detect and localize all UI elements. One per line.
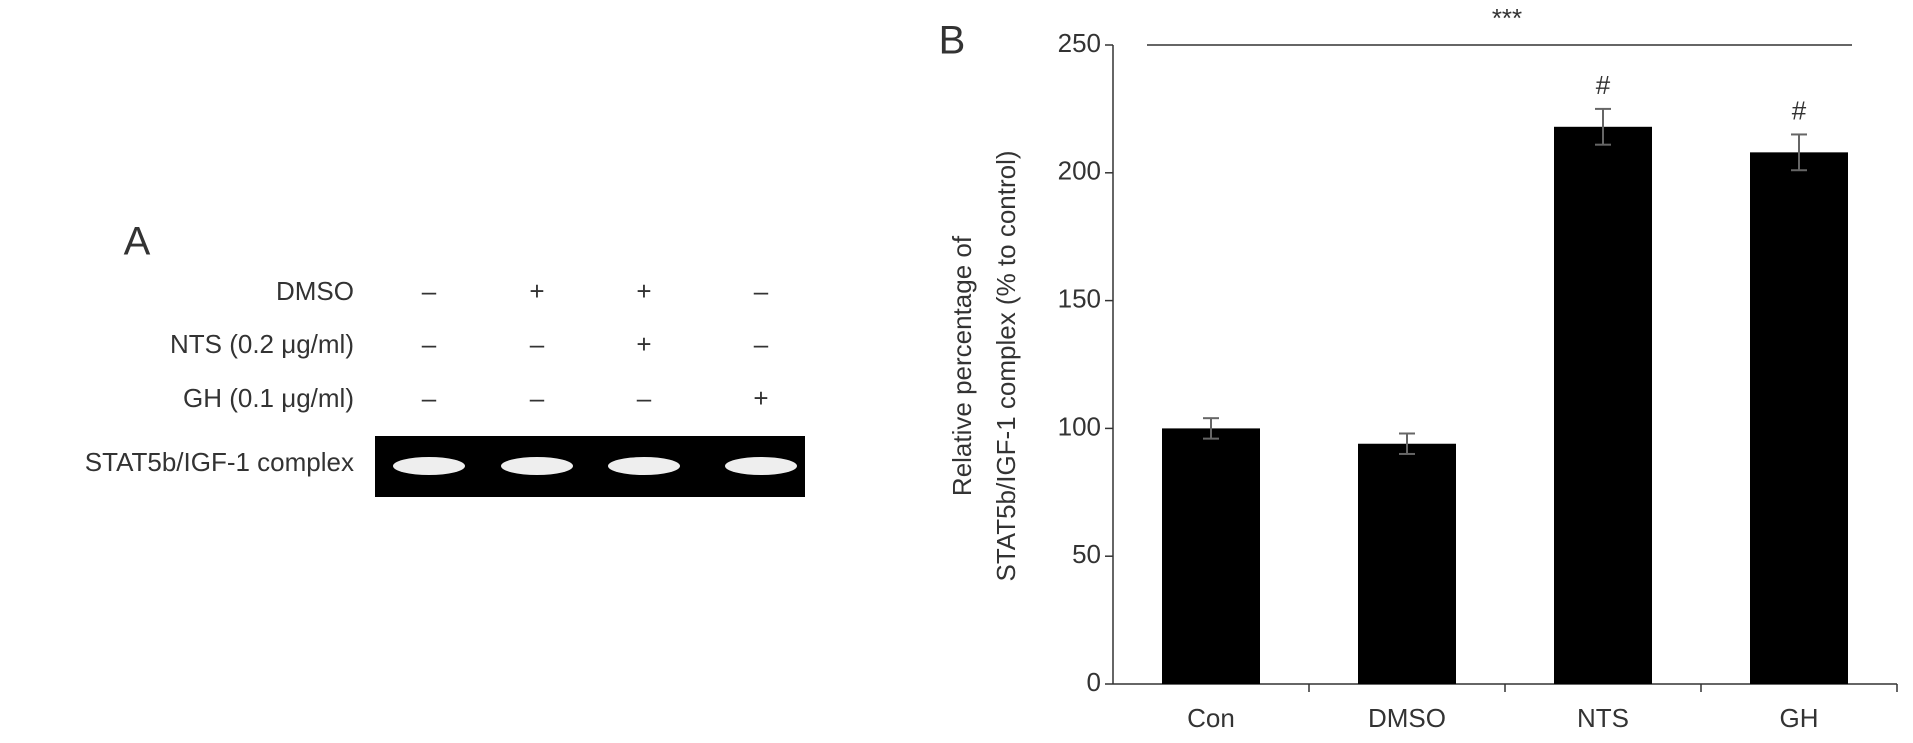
bar — [1358, 443, 1456, 684]
x-tick-label: Con — [1187, 703, 1235, 733]
y-tick-label: 150 — [1058, 283, 1101, 313]
treatment-sign: – — [530, 329, 545, 359]
x-tick-label: NTS — [1577, 703, 1629, 733]
panel-label: B — [939, 19, 966, 63]
y-axis-title: STAT5b/IGF-1 complex (% to control) — [991, 150, 1021, 581]
row-label: NTS (0.2 μg/ml) — [170, 329, 354, 359]
treatment-sign: – — [530, 383, 545, 413]
gel-band — [501, 457, 573, 475]
gel-band — [725, 457, 797, 475]
x-tick-label: DMSO — [1368, 703, 1446, 733]
y-tick-label: 200 — [1058, 156, 1101, 186]
treatment-sign: + — [636, 329, 651, 359]
treatment-sign: + — [529, 276, 544, 306]
y-axis-title: Relative percentage of — [947, 235, 977, 496]
treatment-sign: – — [637, 383, 652, 413]
treatment-sign: + — [753, 383, 768, 413]
bar — [1750, 152, 1848, 685]
y-tick-label: 50 — [1072, 539, 1101, 569]
x-tick-label: GH — [1780, 703, 1819, 733]
y-tick-label: 0 — [1087, 667, 1101, 697]
treatment-sign: + — [636, 276, 651, 306]
row-label: DMSO — [276, 276, 354, 306]
value-annotation: # — [1792, 95, 1807, 125]
treatment-sign: – — [422, 276, 437, 306]
value-annotation: # — [1596, 70, 1611, 100]
y-tick-label: 100 — [1058, 411, 1101, 441]
gel-band — [608, 457, 680, 475]
band-label: STAT5b/IGF-1 complex — [85, 447, 354, 477]
panel-label: A — [124, 220, 151, 264]
treatment-sign: – — [422, 329, 437, 359]
bar — [1554, 126, 1652, 685]
row-label: GH (0.1 μg/ml) — [183, 383, 354, 413]
treatment-sign: – — [754, 276, 769, 306]
gel-band — [393, 457, 465, 475]
treatment-sign: – — [754, 329, 769, 359]
treatment-sign: – — [422, 383, 437, 413]
significance-label: *** — [1492, 3, 1522, 33]
bar — [1162, 428, 1260, 684]
y-tick-label: 250 — [1058, 28, 1101, 58]
